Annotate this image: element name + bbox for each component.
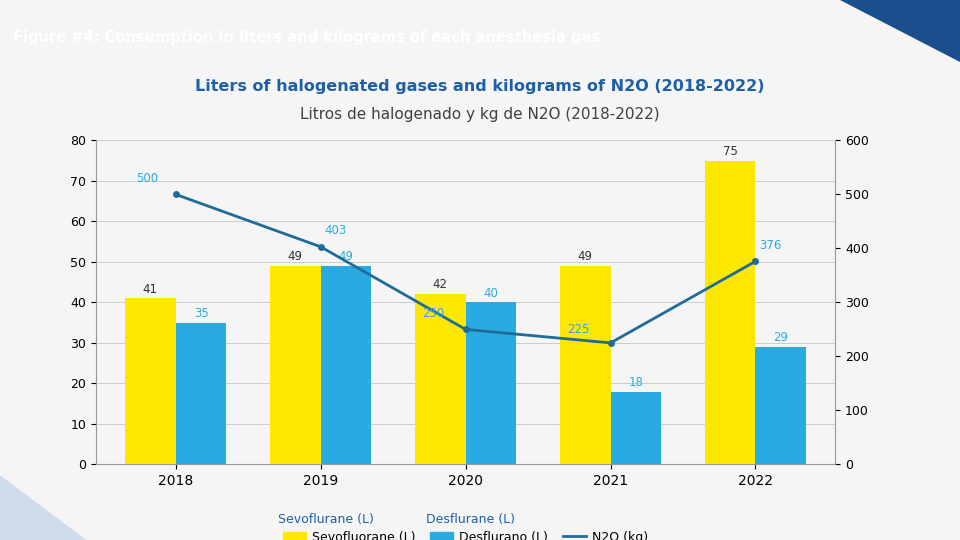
Text: 49: 49 (578, 250, 592, 263)
Text: 42: 42 (433, 279, 447, 292)
Text: 376: 376 (758, 239, 781, 252)
N2O (kg) (750, 258, 761, 265)
Bar (560, 266, 611, 464)
Bar (611, 392, 661, 464)
Text: 49: 49 (288, 250, 302, 263)
Text: 49: 49 (339, 250, 353, 263)
Text: 29: 29 (774, 331, 788, 344)
Bar (466, 302, 516, 464)
N2O (kg) (605, 340, 616, 346)
N2O (kg) (460, 326, 471, 333)
Text: 40: 40 (484, 287, 498, 300)
Text: Litros de halogenado y kg de N2O (2018-2022): Litros de halogenado y kg de N2O (2018-2… (300, 107, 660, 122)
Text: 403: 403 (324, 224, 347, 237)
Legend: Sevofluorane (L), Desflurano (L), N2O (kg): Sevofluorane (L), Desflurano (L), N2O (k… (278, 526, 653, 540)
Polygon shape (0, 475, 86, 540)
Bar (756, 347, 806, 464)
Text: Figure #4: Consumption in liters and kilograms of each anesthesia gas: Figure #4: Consumption in liters and kil… (12, 30, 600, 45)
Bar (321, 266, 372, 464)
Text: 41: 41 (143, 282, 157, 295)
Text: Sevoflurane (L): Sevoflurane (L) (278, 512, 374, 526)
N2O (kg) (315, 244, 326, 250)
Text: 250: 250 (422, 307, 444, 320)
Text: Desflurane (L): Desflurane (L) (426, 512, 515, 526)
Line: N2O (kg): N2O (kg) (173, 192, 758, 346)
Text: 225: 225 (567, 323, 589, 336)
Bar (270, 266, 321, 464)
Bar (176, 322, 227, 464)
Bar (705, 160, 756, 464)
Text: 500: 500 (135, 172, 157, 185)
Text: Liters of halogenated gases and kilograms of N2O (2018-2022): Liters of halogenated gases and kilogram… (195, 79, 765, 94)
Bar (415, 294, 466, 464)
Text: 35: 35 (194, 307, 208, 320)
Polygon shape (840, 0, 960, 62)
Bar (125, 298, 176, 464)
Text: 18: 18 (629, 376, 643, 389)
Text: 75: 75 (723, 145, 737, 158)
N2O (kg) (170, 191, 181, 198)
